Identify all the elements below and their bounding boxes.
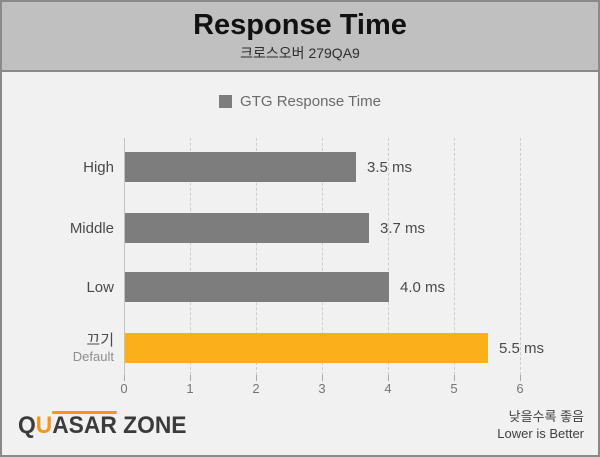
category-label: 끄기 Default	[2, 331, 114, 364]
category-label-text: Middle	[69, 219, 114, 237]
gridline	[322, 138, 323, 375]
logo-part-q: Q	[18, 412, 36, 439]
x-tick-label: 1	[186, 381, 194, 396]
quasarzone-logo: QUASAR ZONE	[18, 411, 187, 439]
bar	[125, 272, 389, 302]
x-axis-tick	[454, 375, 455, 381]
x-axis-tick	[256, 375, 257, 381]
x-axis-tick	[124, 375, 125, 381]
x-tick-label: 4	[384, 381, 392, 396]
gridline	[454, 138, 455, 375]
chart-title: Response Time	[193, 9, 407, 41]
x-axis-tick	[520, 375, 521, 381]
logo-part-zone: ZONE	[116, 412, 187, 439]
x-axis-tick	[388, 375, 389, 381]
note-korean: 낮을수록 좋음	[508, 409, 584, 424]
category-label: Low	[2, 272, 114, 302]
gridline	[520, 138, 521, 375]
x-axis-tick	[322, 375, 323, 381]
category-sublabel-text: Default	[72, 348, 114, 364]
x-axis-tick	[190, 375, 191, 381]
logo-part-u: U	[35, 412, 53, 439]
note-english: Lower is Better	[497, 426, 584, 441]
logo-part-asar: ASAR	[52, 411, 117, 439]
value-label: 3.7 ms	[380, 219, 426, 237]
chart-header: Response Time 크로스오버 279QA9	[2, 2, 598, 72]
legend-swatch-icon	[219, 95, 233, 108]
bar	[125, 333, 488, 363]
plot-area: 0 1 2 3 4 5 6 High 3.5 ms Middle 3.7 ms Low 4.0 ms 끄기…	[2, 72, 598, 455]
x-tick-label: 0	[120, 381, 128, 396]
legend: GTG Response Time	[2, 93, 598, 110]
x-tick-label: 5	[450, 381, 458, 396]
bar	[125, 152, 356, 182]
x-tick-label: 2	[252, 381, 260, 396]
bar	[125, 213, 369, 243]
value-label: 3.5 ms	[367, 158, 413, 176]
category-label-text: 끄기	[86, 331, 114, 349]
axis-zero-line	[124, 138, 125, 375]
gridline	[256, 138, 257, 375]
x-tick-label: 6	[516, 381, 524, 396]
lower-is-better-note: 낮을수록 좋음 Lower is Better	[497, 408, 584, 442]
gridline	[190, 138, 191, 375]
chart-subtitle: 크로스오버 279QA9	[240, 45, 360, 61]
category-label-text: High	[83, 158, 114, 176]
chart-body: GTG Response Time 0 1 2 3 4 5 6 High 3.5 ms Middl…	[2, 72, 598, 455]
value-label: 5.5 ms	[499, 339, 545, 357]
legend-label: GTG Response Time	[240, 93, 381, 110]
gridline	[388, 138, 389, 375]
value-label: 4.0 ms	[400, 278, 446, 296]
x-tick-label: 3	[318, 381, 326, 396]
category-label: Middle	[2, 213, 114, 243]
category-label-text: Low	[86, 278, 114, 296]
category-label: High	[2, 152, 114, 182]
